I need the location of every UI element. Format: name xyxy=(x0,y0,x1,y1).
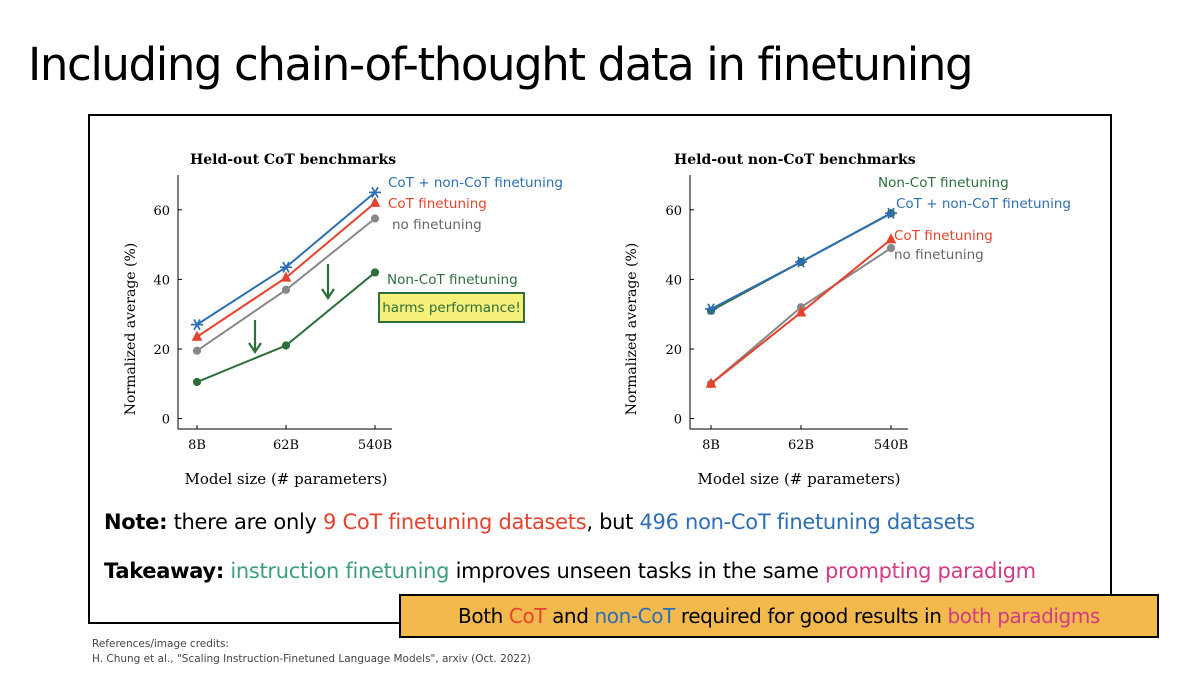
series-layer xyxy=(705,207,897,388)
chart-title: Held-out CoT benchmarks xyxy=(190,152,396,168)
note-non-cot-count: 496 non-CoT finetuning datasets xyxy=(639,510,976,534)
label-cot-non-cot: CoT + non-CoT finetuning xyxy=(896,196,1071,212)
axis-ticks: 0 20 40 60 8B 62B 540B xyxy=(153,175,392,453)
data-point-cot-finetuning xyxy=(191,330,203,341)
data-point-cot-finetuning xyxy=(280,271,292,282)
data-point-cot-non-cot-finetuning xyxy=(191,318,203,331)
series-line-no-finetuning xyxy=(196,217,376,352)
callout-text: Both xyxy=(458,604,509,628)
data-point-non-cot-finetuning xyxy=(281,341,291,350)
down-arrow xyxy=(248,320,262,354)
y-tick-label: 60 xyxy=(665,204,682,219)
y-tick-label: 20 xyxy=(153,343,170,358)
callout-text: and xyxy=(546,604,595,628)
data-point-cot-finetuning xyxy=(795,306,807,317)
x-axis-label: Model size (# parameters) xyxy=(184,470,387,488)
data-point-no-finetuning xyxy=(281,285,291,294)
data-point-cot-non-cot-finetuning xyxy=(705,303,717,315)
y-tick-label: 0 xyxy=(674,413,682,428)
note-text: , but xyxy=(586,510,640,534)
references: References/image credits: H. Chung et al… xyxy=(92,637,531,667)
y-axis-label: Normalized average (%) xyxy=(624,243,640,416)
harms-performance-badge xyxy=(378,292,525,323)
label-cot: CoT finetuning xyxy=(894,228,993,244)
series-line-cot-finetuning xyxy=(196,202,376,338)
data-point-cot-finetuning xyxy=(369,196,381,207)
note-label: Note: xyxy=(104,510,168,534)
label-cot: CoT finetuning xyxy=(388,196,487,212)
takeaway-instruction-finetuning: instruction finetuning xyxy=(230,559,450,583)
callout-text: required for good results in xyxy=(674,604,948,628)
data-point-no-finetuning xyxy=(370,214,380,223)
chart-cot-benchmarks: Held-out CoT benchmarks Normalized avera… xyxy=(123,152,563,488)
note-text: there are only xyxy=(167,510,324,534)
figure-frame: Held-out CoT benchmarks Normalized avera… xyxy=(88,114,1112,624)
takeaway-prompting-paradigm: prompting paradigm xyxy=(825,559,1036,583)
data-point-non-cot-finetuning xyxy=(192,377,202,387)
note-line: Note: there are only 9 CoT finetuning da… xyxy=(104,510,975,534)
chart-non-cot-benchmarks: Held-out non-CoT benchmarks Normalized a… xyxy=(624,152,1071,488)
callout-non-cot: non-CoT xyxy=(594,604,675,628)
references-heading: References/image credits: xyxy=(92,638,229,650)
label-cot-non-cot: CoT + non-CoT finetuning xyxy=(388,175,563,191)
takeaway-label: Takeaway: xyxy=(104,559,224,583)
slide-title: Including chain-of-thought data in finet… xyxy=(28,38,974,91)
data-point-no-finetuning xyxy=(886,243,896,253)
y-tick-label: 40 xyxy=(665,273,682,288)
x-axis-label: Model size (# parameters) xyxy=(697,470,900,488)
takeaway-line: Takeaway: instruction finetuning improve… xyxy=(104,559,1036,583)
references-citation: H. Chung et al., "Scaling Instruction-Fi… xyxy=(92,653,531,665)
data-point-cot-finetuning xyxy=(705,377,717,388)
label-no-finetuning: no finetuning xyxy=(392,217,482,233)
y-tick-label: 20 xyxy=(665,343,682,358)
takeaway-text: improves unseen tasks in the same xyxy=(449,559,826,583)
down-arrow xyxy=(321,264,335,300)
x-tick-label: 8B xyxy=(702,438,720,453)
x-tick-label: 8B xyxy=(188,438,206,453)
data-point-no-finetuning xyxy=(192,346,202,355)
callout-cot: CoT xyxy=(508,604,547,628)
data-point-cot-finetuning xyxy=(885,233,897,244)
data-point-cot-non-cot-finetuning xyxy=(885,207,897,219)
x-tick-label: 540B xyxy=(358,438,392,453)
conclusion-callout: Both CoT and non-CoT required for good r… xyxy=(399,594,1159,638)
data-point-cot-non-cot-finetuning xyxy=(280,261,292,273)
label-non-cot: Non-CoT finetuning xyxy=(878,175,1009,191)
data-point-non-cot-finetuning xyxy=(370,268,380,277)
label-no-finetuning: no finetuning xyxy=(894,247,984,263)
x-tick-label: 540B xyxy=(874,438,908,453)
x-tick-label: 62B xyxy=(273,438,299,453)
harms-performance-text: harms performance! xyxy=(382,300,521,316)
y-tick-label: 40 xyxy=(153,273,170,288)
note-cot-count: 9 CoT finetuning datasets xyxy=(323,510,587,534)
y-tick-label: 0 xyxy=(162,413,170,428)
series-layer xyxy=(191,186,381,387)
y-axis-label: Normalized average (%) xyxy=(123,243,139,416)
series-line-cot-non-cot-finetuning xyxy=(196,191,376,326)
chart-title: Held-out non-CoT benchmarks xyxy=(674,152,916,168)
callout-both-paradigms: both paradigms xyxy=(947,604,1100,628)
data-point-cot-non-cot-finetuning xyxy=(795,256,807,268)
data-point-cot-non-cot-finetuning xyxy=(369,186,381,199)
y-tick-label: 60 xyxy=(153,204,170,219)
x-tick-label: 62B xyxy=(788,438,814,453)
label-non-cot: Non-CoT finetuning xyxy=(387,272,518,288)
axis-ticks: 0 20 40 60 8B 62B 540B xyxy=(665,175,908,453)
